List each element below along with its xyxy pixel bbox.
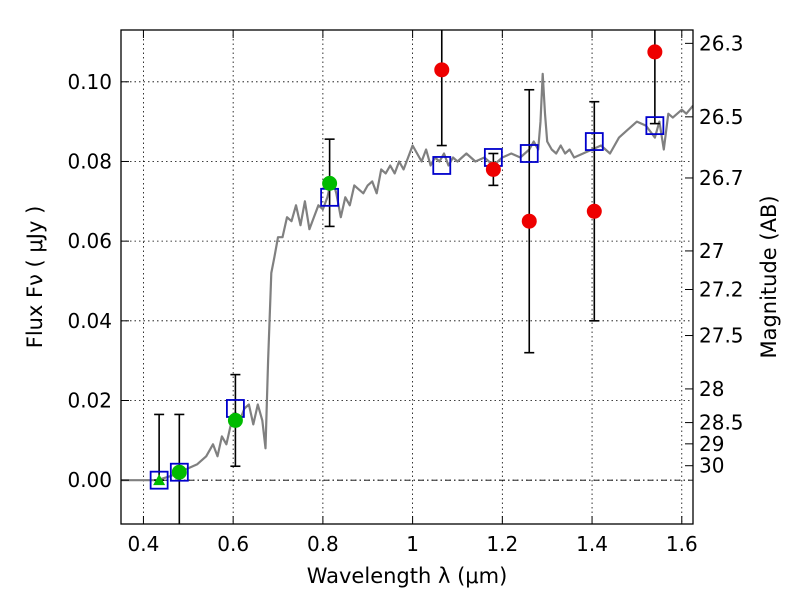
y2-tick-label: 26.7: [699, 166, 744, 190]
x-tick-label: 0.4: [128, 532, 160, 556]
x-tick-label: 1.6: [666, 532, 698, 556]
observed-point: [647, 44, 663, 60]
model-square-point: [584, 132, 604, 151]
observed-point: [434, 62, 450, 78]
model-square-point: [519, 144, 539, 163]
observed-point: [322, 175, 338, 191]
y-tick-label: 0.10: [67, 70, 112, 94]
model-square-point: [169, 462, 189, 482]
x-tick-label: 1: [406, 532, 419, 556]
upper-limit-point: [153, 474, 166, 486]
model-square-point: [432, 156, 452, 175]
y2-tick-label: 26.3: [699, 31, 744, 55]
y2-tick-label: 28.5: [699, 411, 744, 435]
y-tick-label: 0.08: [67, 149, 112, 173]
x-tick-label: 0.8: [307, 532, 339, 556]
y-tick-label: 0.00: [67, 468, 112, 492]
y2-tick-label: 30: [699, 454, 724, 478]
observed-point: [485, 161, 501, 177]
x-tick-label: 0.6: [217, 532, 249, 556]
y2-tick-label: 29: [699, 432, 724, 456]
axis-ticks: 0.4 0.6 0.8 1 1.2 1.4 1.6 0.00 0.02 0.04 0.06 0.08 0…: [67, 30, 744, 556]
y-tick-label: 0.02: [67, 389, 112, 413]
model-square-point: [149, 470, 169, 490]
x-tick-label: 1.4: [576, 532, 608, 556]
observed-point: [521, 213, 537, 229]
observed-point: [171, 464, 187, 480]
y-tick-label: 0.04: [67, 309, 112, 333]
y2-tick-label: 27.2: [699, 277, 744, 301]
y2-tick-label: 27.5: [699, 324, 744, 348]
model-square-point: [645, 116, 665, 136]
x-axis-label: Wavelength λ (μm): [307, 564, 508, 588]
spectrum-line: [121, 72, 693, 482]
y-axis-label: Flux Fν ( μJy ): [23, 206, 47, 349]
x-tick-label: 1.2: [486, 532, 518, 556]
y-tick-label: 0.06: [67, 229, 112, 253]
y2-tick-label: 27: [699, 239, 724, 263]
spectrum-series: [121, 72, 693, 482]
y2-tick-label: 28: [699, 377, 724, 401]
y2-tick-label: 26.5: [699, 105, 744, 129]
y2-axis-label: Magnitude (AB): [757, 195, 781, 358]
observed-point: [227, 412, 243, 428]
observed-point: [586, 203, 602, 219]
plot-frame: [120, 29, 694, 525]
markers: [149, 44, 665, 490]
